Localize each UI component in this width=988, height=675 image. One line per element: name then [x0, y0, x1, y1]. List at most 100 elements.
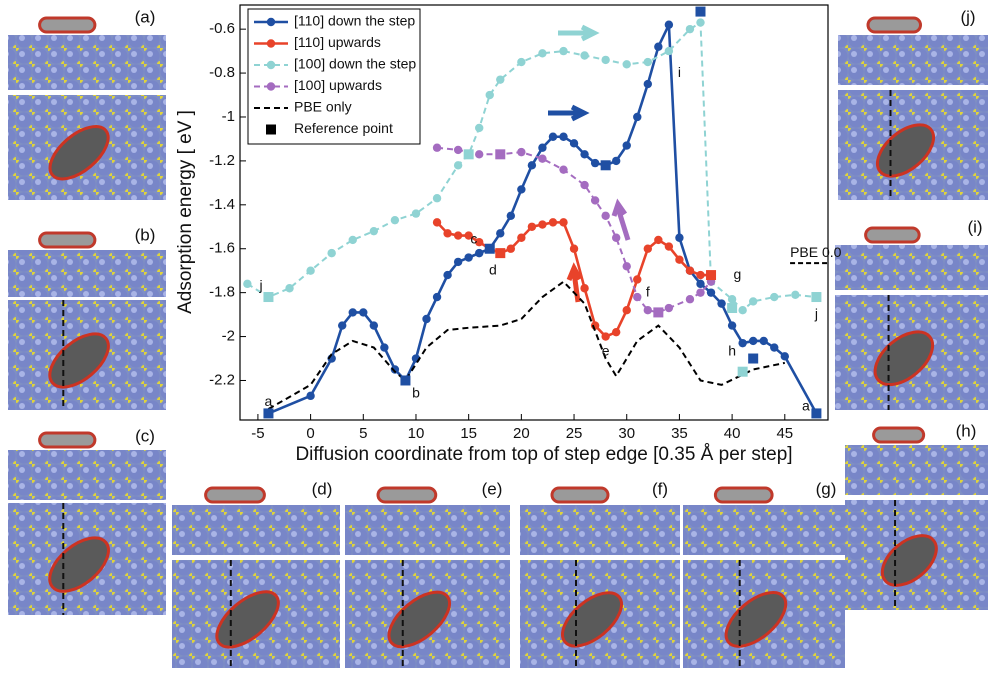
point [538, 220, 546, 228]
y-tick-label: -1.2 [209, 152, 235, 169]
surface-side [172, 505, 340, 555]
point [359, 308, 367, 316]
legend-label: PBE only [294, 99, 352, 115]
y-tick-label: -2.2 [209, 371, 235, 388]
legend-label: [100] upwards [294, 77, 382, 93]
reference-point [601, 160, 611, 170]
panel-label: (d) [312, 479, 333, 498]
x-tick-label: 30 [618, 425, 635, 442]
y-tick-label: -1.6 [209, 240, 235, 257]
point [528, 223, 536, 231]
point [464, 253, 472, 261]
panel-label: (e) [482, 479, 503, 498]
molecule-side [378, 488, 436, 502]
surface-side [845, 445, 988, 495]
reference-point [706, 270, 716, 280]
surface-side [835, 245, 988, 290]
molecule-side [40, 433, 95, 447]
y-tick-label: -1.4 [209, 196, 235, 213]
legend-marker [267, 18, 275, 26]
point [707, 288, 715, 296]
point [370, 321, 378, 329]
y-tick-label: -1.8 [209, 284, 235, 301]
point [549, 133, 557, 141]
molecule-side [715, 488, 772, 502]
annotation: a [265, 393, 273, 409]
point [738, 306, 746, 314]
annotation: a [802, 398, 810, 414]
annotation: f [646, 283, 650, 299]
point [591, 196, 599, 204]
molecule-side [40, 18, 95, 32]
point [728, 321, 736, 329]
point [370, 227, 378, 235]
panel-label: (f) [652, 479, 668, 498]
point [559, 218, 567, 226]
point [349, 308, 357, 316]
point [633, 275, 641, 283]
surface-side [345, 505, 510, 555]
point [644, 245, 652, 253]
point [633, 293, 641, 301]
point [454, 258, 462, 266]
point [433, 218, 441, 226]
reference-point [811, 408, 821, 418]
legend-marker [267, 61, 275, 69]
reference-point [495, 248, 505, 258]
annotation: d [489, 261, 497, 277]
reference-point [263, 408, 273, 418]
x-tick-label: 40 [724, 425, 741, 442]
point [496, 75, 504, 83]
point [654, 236, 662, 244]
point [696, 18, 704, 26]
panel-label: (h) [956, 421, 977, 440]
panel-label: (c) [135, 426, 155, 445]
point [391, 216, 399, 224]
y-tick-label: -0.6 [209, 20, 235, 37]
surface-side [838, 35, 988, 85]
point [528, 161, 536, 169]
y-tick-label: -1 [222, 108, 235, 125]
reference-point [748, 354, 758, 364]
panel-label: (b) [135, 225, 156, 244]
annotation: g [733, 266, 741, 282]
x-tick-label: 35 [671, 425, 688, 442]
point [580, 150, 588, 158]
legend-label: Reference point [294, 120, 393, 136]
y-axis-label: Adsorption energy [ eV ] [175, 110, 196, 314]
x-tick-label: 5 [359, 425, 367, 442]
figure: (a)(b)(c)(d)(e)(f)(g)(h)(i)(j) Diffusion… [0, 0, 988, 675]
point [559, 165, 567, 173]
point [433, 293, 441, 301]
point [559, 47, 567, 55]
x-tick-label: 20 [513, 425, 530, 442]
point [507, 245, 515, 253]
point [665, 304, 673, 312]
point [601, 212, 609, 220]
legend-marker [267, 82, 275, 90]
molecule-side [206, 488, 265, 502]
x-tick-label: 0 [306, 425, 314, 442]
annotation: h [728, 343, 736, 359]
point [443, 229, 451, 237]
surface-side [683, 505, 845, 555]
panel-label: (a) [135, 7, 156, 26]
point [675, 234, 683, 242]
reference-point [695, 7, 705, 17]
x-axis-label: Diffusion coordinate from top of step ed… [295, 444, 792, 465]
point [686, 25, 694, 33]
point [580, 181, 588, 189]
reference-point [263, 292, 273, 302]
x-tick-label: 15 [460, 425, 477, 442]
point [306, 266, 314, 274]
point [580, 284, 588, 292]
panel-label: (j) [960, 7, 975, 26]
point [696, 271, 704, 279]
point [475, 150, 483, 158]
molecule-side [868, 18, 921, 32]
point [791, 291, 799, 299]
chart: Diffusion coordinate from top of step ed… [175, 5, 842, 465]
y-tick-label: -2 [222, 328, 235, 345]
reference-point [727, 303, 737, 313]
point [770, 343, 778, 351]
